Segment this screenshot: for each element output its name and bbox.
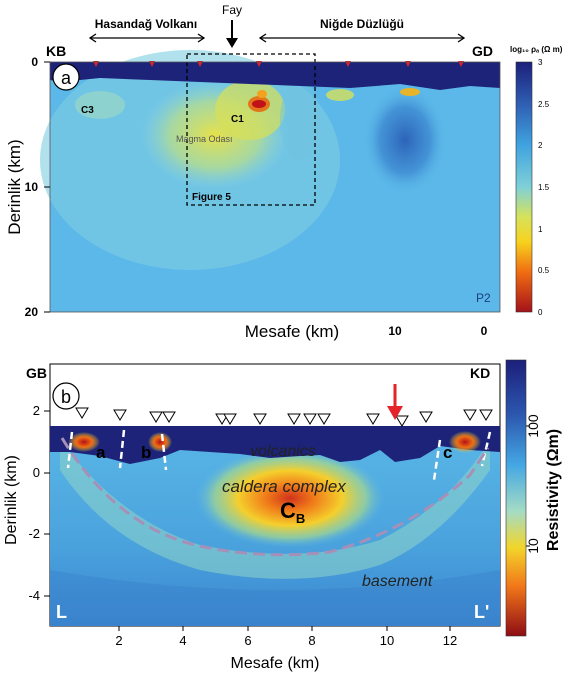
corner-gd: GD: [472, 43, 493, 59]
caldera-outline: [60, 437, 490, 557]
cbar-b-tick-10: 10: [525, 538, 541, 554]
x-axis-a: 10 0 Mesafe (km): [245, 322, 488, 341]
y-axis-b: 2 0 -2 -4 Derinlik (km): [3, 403, 50, 603]
y-axis-b-label: Derinlik (km): [3, 455, 20, 545]
label-caldera: caldera complex: [222, 477, 346, 496]
label-c1: C1: [231, 114, 244, 125]
station-markers-a: [93, 61, 464, 67]
label-hasandag: Hasandağ Volkanı: [95, 17, 197, 31]
x-axis-b: 2 4 6 8 10 12 Mesafe (km): [115, 626, 457, 672]
cbar-a-tick-3: 3: [538, 58, 543, 67]
x-tick-b-8: 8: [308, 633, 315, 648]
label-figure5: Figure 5: [192, 192, 231, 203]
panel-a-letter: a: [61, 68, 72, 88]
x-tick-a-0: 0: [481, 324, 488, 338]
label-a: a: [96, 443, 106, 462]
y-tick-b-minus2: -2: [28, 526, 40, 541]
arrow-nigde: [258, 33, 466, 43]
label-cb: CB: [280, 498, 305, 526]
x-tick-b-4: 4: [179, 633, 186, 648]
y-tick-b-2: 2: [33, 403, 40, 418]
panel-b-letter: b: [61, 387, 71, 407]
cbar-a-tick-2.5: 2.5: [538, 100, 550, 109]
red-arrow-icon: [387, 384, 403, 420]
colorbar-b: 100 10 Resistivity (Ωm): [505, 359, 562, 637]
label-volcanics: volcanics: [250, 443, 316, 460]
corner-kb: KB: [46, 43, 66, 59]
cbar-b-tick-100: 100: [525, 414, 541, 438]
label-l: L: [56, 602, 67, 622]
y-tick-b-minus4: -4: [28, 588, 40, 603]
colorbar-a-title: log₁₀ ρₐ (Ω m): [510, 45, 563, 54]
x-tick-b-10: 10: [380, 633, 394, 648]
colorbar-a: log₁₀ ρₐ (Ω m) 3 2.5 2 1.5 1 0.5 0: [510, 45, 563, 317]
colorbar-b-title: Resistivity (Ωm): [545, 429, 562, 551]
surface-layer: [50, 62, 500, 90]
label-fay: Fay: [222, 3, 242, 17]
x-tick-b-2: 2: [115, 633, 122, 648]
y-tick-a-0: 0: [31, 55, 38, 69]
panel-b: GB KD: [3, 359, 562, 672]
figure5-box: [186, 53, 316, 206]
x-tick-a-10: 10: [388, 324, 402, 338]
y-axis-a-label: Derinlik (km): [5, 139, 24, 234]
label-magma: Magma Odası: [176, 134, 233, 144]
label-c: c: [443, 443, 452, 462]
cbar-a-tick-2: 2: [538, 141, 543, 150]
label-basement: basement: [362, 573, 433, 590]
station-markers-b: [75, 407, 493, 427]
label-b: b: [141, 443, 151, 462]
y-tick-a-10: 10: [25, 180, 39, 194]
boundary-lines: [66, 429, 492, 481]
fault-arrow-icon: [226, 20, 238, 48]
arrow-hasandag: [88, 33, 206, 43]
label-l-prime: L': [474, 602, 489, 622]
panel-a: Hasandağ Volkanı Fay Niğde Düzlüğü KB GD: [5, 3, 563, 341]
cbar-a-tick-0.5: 0.5: [538, 266, 550, 275]
y-axis-a: 0 10 20 Derinlik (km): [5, 55, 50, 319]
cbar-a-tick-1: 1: [538, 225, 543, 234]
cbar-a-tick-1.5: 1.5: [538, 183, 550, 192]
x-tick-b-6: 6: [244, 633, 251, 648]
y-tick-b-0: 0: [33, 465, 40, 480]
cbar-a-tick-0: 0: [538, 308, 543, 317]
x-axis-a-label: Mesafe (km): [245, 322, 339, 341]
label-c3: C3: [81, 105, 94, 116]
panel-b-letter-badge: [52, 382, 80, 410]
corner-kd: KD: [470, 365, 490, 381]
y-tick-a-20: 20: [25, 305, 39, 319]
label-p2: P2: [476, 291, 491, 305]
label-nigde: Niğde Düzlüğü: [320, 17, 404, 31]
x-tick-b-12: 12: [443, 633, 457, 648]
corner-gb: GB: [26, 365, 47, 381]
caldera-body: [195, 448, 385, 548]
x-axis-b-label: Mesafe (km): [231, 655, 320, 672]
panel-a-letter-badge: [52, 63, 80, 91]
